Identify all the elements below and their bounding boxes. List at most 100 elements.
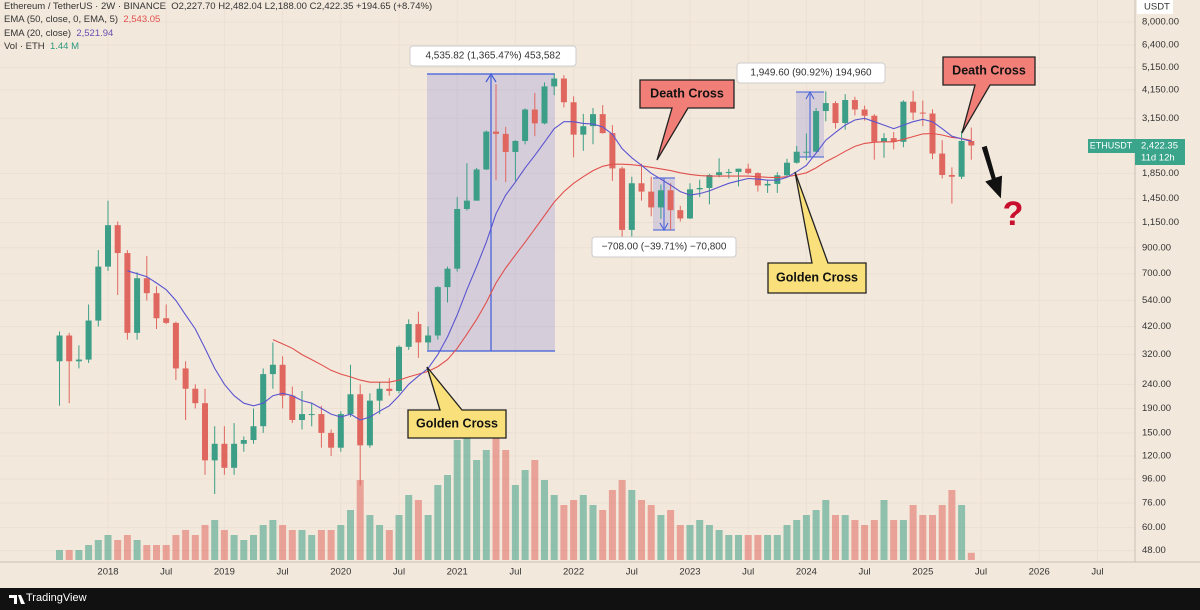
volume-bar: [890, 520, 898, 560]
candle-body: [900, 101, 907, 142]
candle-body: [463, 200, 470, 209]
volume-bar: [434, 485, 442, 560]
measure-label: 1,949.60 (90.92%) 194,960: [750, 68, 872, 79]
legend-value: 1.44 M: [49, 40, 79, 52]
volume-bar: [473, 460, 481, 560]
y-tick-label: 76.00: [1142, 498, 1166, 509]
volume-bar: [356, 480, 364, 560]
candle-body: [493, 131, 499, 134]
candle-body: [774, 175, 781, 184]
volume-bar: [376, 525, 384, 560]
volume-bar: [347, 510, 354, 560]
volume-bar: [570, 500, 578, 560]
volume-bar: [541, 480, 548, 560]
volume-bar: [453, 440, 461, 560]
volume-bar: [667, 510, 675, 560]
candle-body: [396, 346, 402, 392]
volume-bar: [589, 505, 597, 560]
candle-body: [560, 78, 567, 103]
candle-body: [628, 183, 635, 230]
arrow-head: [659, 222, 669, 232]
price-axis: [1135, 0, 1200, 562]
candle-body: [289, 395, 296, 420]
candle-body: [182, 368, 189, 389]
legend: Ethereum / TetherUS · 2W · BINANCE O2,22…: [4, 0, 432, 53]
candle-body: [260, 374, 267, 427]
candle-body: [308, 414, 315, 416]
volume-bar: [744, 535, 752, 560]
measure-label-box: [736, 62, 886, 84]
volume-bar: [502, 450, 510, 560]
x-tick-label: 2025: [912, 567, 933, 578]
volume-bar: [773, 535, 781, 560]
volume-bar: [153, 545, 160, 560]
candle-body: [619, 168, 626, 230]
candle-body: [599, 114, 606, 134]
volume-bar: [123, 535, 131, 560]
plot: [56, 73, 975, 560]
volume-bar: [802, 515, 810, 560]
y-tick-label: 190.00: [1142, 403, 1171, 414]
volume-bar: [618, 480, 626, 560]
volume-bar: [705, 525, 713, 560]
y-tick-label: 48.00: [1142, 545, 1166, 556]
candle-body: [764, 183, 771, 186]
candle-body: [725, 171, 732, 173]
volume-bar: [511, 485, 519, 560]
volume-bar: [531, 460, 539, 560]
candle-body: [657, 190, 664, 208]
ema-line: [272, 132, 972, 383]
volume-bar: [56, 550, 63, 560]
candle-body: [813, 111, 820, 152]
candle-body: [541, 86, 548, 124]
x-tick-label: Jul: [975, 567, 987, 578]
countdown: 11d 12h: [1141, 153, 1175, 164]
candle-body: [881, 138, 887, 142]
x-tick-label: 2019: [214, 567, 235, 578]
volume-bar: [686, 525, 694, 560]
volume-bar: [395, 515, 403, 560]
candle-body: [172, 322, 179, 369]
candle-body: [667, 190, 674, 211]
y-tick-label: 6,400.00: [1142, 40, 1179, 51]
price-box: [1135, 139, 1185, 165]
candle-body: [318, 414, 325, 433]
candle-body: [948, 175, 955, 177]
volume-bar: [948, 490, 956, 560]
callout-text: Death Cross: [952, 63, 1026, 77]
x-tick-label: 2024: [796, 567, 817, 578]
volume-bar: [715, 530, 723, 560]
volume-bar: [220, 530, 228, 560]
candle-body: [851, 100, 858, 110]
volume-bar: [579, 495, 587, 560]
candle-body: [279, 364, 286, 396]
y-tick-label: 120.00: [1142, 450, 1171, 461]
y-tick-label: 60.00: [1142, 522, 1166, 533]
volume-bar: [172, 535, 180, 560]
volume-bar: [414, 500, 422, 560]
ohlc: O2,227.70 H2,482.04 L2,188.00 C2,422.35 …: [171, 1, 433, 12]
candle-body: [968, 140, 975, 146]
candle-body: [609, 133, 616, 169]
candle-body: [376, 388, 383, 401]
volume-bar: [191, 535, 199, 560]
candle-body: [95, 266, 102, 321]
volume-bar: [463, 430, 471, 560]
candle-body: [105, 225, 111, 267]
volume-bar: [298, 530, 306, 560]
legend-name: EMA (50, close, 0, EMA, 5): [4, 14, 119, 26]
symbol-label: ETHUSDT: [1090, 140, 1133, 150]
volume-bar: [735, 535, 742, 560]
candle-body: [425, 335, 432, 343]
candle-body: [85, 320, 92, 360]
y-tick-label: 1,850.00: [1142, 168, 1179, 179]
candle-body: [347, 394, 354, 415]
candle-body: [299, 414, 305, 420]
candle-body: [415, 324, 422, 343]
candle-body: [250, 426, 257, 441]
candle-body: [570, 102, 577, 135]
measure-label: −708.00 (−39.71%) −70,800: [602, 242, 727, 253]
volume-bar: [182, 530, 190, 560]
price-label: 2,422.35: [1141, 141, 1178, 152]
volume-bar: [958, 505, 966, 560]
